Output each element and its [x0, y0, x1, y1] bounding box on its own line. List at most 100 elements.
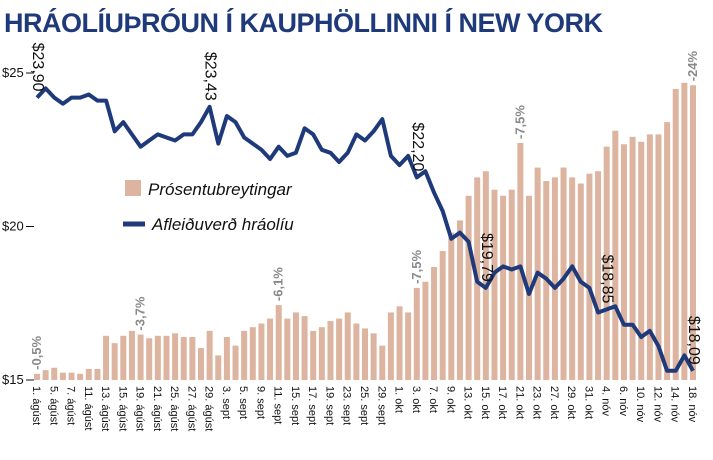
bar: [690, 85, 696, 380]
x-tick-label: 29. ágúst: [203, 386, 215, 431]
line-annotation: $22,20: [409, 122, 426, 171]
bar: [482, 171, 489, 380]
x-tick-label: 7. ágúst: [65, 386, 77, 425]
price-line: [35, 86, 695, 373]
bar: [292, 312, 299, 380]
line-annotation: $23,90: [29, 43, 46, 92]
bar: [42, 370, 49, 380]
bar: [215, 355, 222, 380]
bar: [85, 368, 92, 380]
bar: [77, 373, 84, 380]
bar: [456, 220, 463, 380]
x-tick-label: 15. okt: [479, 386, 491, 419]
y-tick-label: $15: [2, 372, 24, 387]
x-tick-label: 21. okt: [513, 386, 525, 419]
bar: [672, 88, 679, 381]
x-tick-label: 10. nóv: [634, 386, 646, 423]
x-tick-label: 9. sept: [254, 386, 266, 419]
x-tick-label: 31. okt: [582, 386, 594, 419]
bar: [638, 141, 645, 380]
bar: [111, 343, 118, 380]
bar-annotation: -0,5%: [29, 335, 44, 369]
bar: [68, 372, 75, 380]
bar: [353, 323, 360, 380]
bar-annotation: -7,5%: [512, 105, 527, 139]
bar: [370, 333, 377, 380]
x-tick-label: 17. sept: [306, 386, 318, 425]
bar: [258, 323, 265, 380]
x-tick-label: 6. nóv: [617, 386, 629, 416]
legend-swatch: [125, 180, 141, 196]
bar: [344, 312, 351, 380]
bar: [137, 334, 144, 380]
bar: [655, 134, 662, 380]
bar: [275, 305, 282, 380]
x-tick-label: 15. ágúst: [116, 386, 128, 431]
bar: [267, 318, 274, 380]
x-tick-label: 19. ágúst: [134, 386, 146, 431]
x-tick-label: 4. nóv: [600, 386, 612, 416]
bar: [163, 335, 170, 380]
x-tick-label: 1. ágúst: [30, 386, 42, 425]
bar: [586, 173, 593, 380]
bar: [620, 144, 627, 380]
bar: [612, 130, 619, 380]
x-tick-label: 11. ágúst: [82, 386, 94, 430]
legend-label: Afleiðuverð hráolíu: [151, 215, 294, 234]
x-tick-label: 13. ágúst: [99, 386, 111, 431]
bar: [336, 318, 343, 380]
bar: [284, 318, 291, 380]
legend-label: Prósentubreytingar: [148, 180, 293, 199]
x-tick-label: 23. okt: [531, 386, 543, 419]
x-tick-label: 18. nóv: [686, 386, 698, 423]
bar: [189, 337, 196, 380]
bar: [396, 306, 403, 380]
bar: [310, 330, 317, 380]
bar: [241, 330, 248, 380]
x-tick-label: 19. sept: [323, 386, 335, 425]
bar: [595, 171, 602, 380]
bar: [439, 251, 446, 380]
x-tick-label: 3. okt: [410, 386, 422, 413]
line-annotation: $19,79: [478, 233, 495, 282]
bar: [59, 372, 66, 380]
bar: [223, 337, 230, 380]
x-tick-label: 21. ágúst: [151, 386, 163, 431]
bar: [387, 312, 394, 380]
line-annotation: $23,43: [202, 52, 219, 101]
x-tick-label: 25. sept: [358, 386, 370, 425]
x-tick-label: 13. okt: [462, 386, 474, 419]
x-tick-label: 29. sept: [375, 386, 387, 425]
bar: [51, 367, 58, 380]
bar: [94, 368, 101, 380]
bar: [120, 335, 127, 380]
bar: [198, 348, 204, 380]
bar: [34, 373, 40, 380]
bar: [664, 122, 671, 381]
bar: [422, 281, 429, 380]
x-tick-label: 3. sept: [220, 386, 232, 419]
bar-annotation: -24%: [685, 50, 700, 81]
x-tick-label: 14. nóv: [669, 386, 681, 423]
bar: [232, 345, 239, 380]
bar: [206, 330, 213, 380]
x-tick-label: 9. okt: [444, 386, 456, 413]
bar: [128, 330, 135, 380]
bar: [560, 167, 567, 380]
x-tick-label: 23. sept: [341, 386, 353, 425]
bar: [465, 195, 472, 380]
x-tick-label: 17. okt: [496, 386, 508, 419]
bar: [379, 345, 386, 380]
bar-annotation: -3,7%: [133, 296, 148, 330]
bar: [405, 312, 412, 380]
bar: [172, 333, 179, 380]
x-tick-label: 1. okt: [393, 386, 405, 413]
line-annotation: $18,85: [599, 254, 616, 303]
x-tick-label: 29. okt: [565, 386, 577, 419]
x-tick-label: 27. ágúst: [185, 386, 197, 431]
x-tick-label: 11. sept: [272, 386, 284, 424]
y-tick-label: $20: [2, 219, 24, 234]
bar: [508, 189, 515, 380]
bar: [681, 82, 688, 380]
x-tick-label: 5. ágúst: [47, 386, 59, 425]
